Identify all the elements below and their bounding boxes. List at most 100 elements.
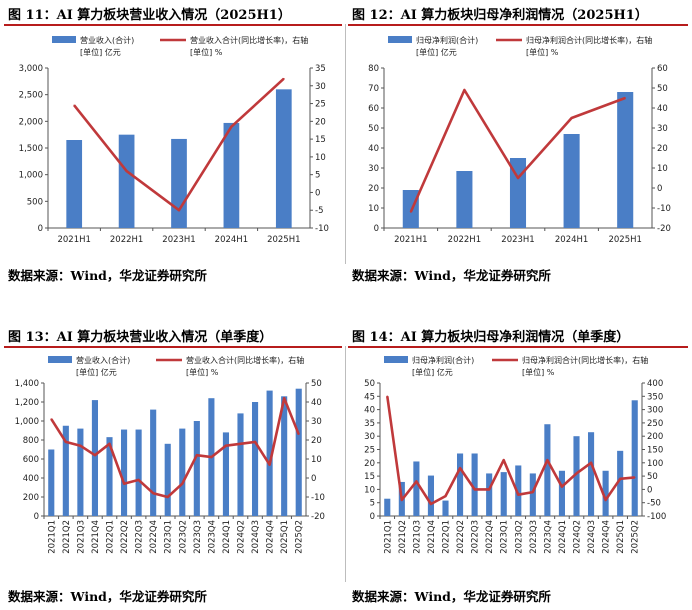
x-tick-label: 2022Q4 bbox=[485, 520, 495, 554]
x-tick-label: 2022Q4 bbox=[149, 520, 159, 554]
bar bbox=[237, 413, 244, 516]
panel-title-bar: 图 13：AI 算力板块营业收入情况（单季度） bbox=[4, 324, 342, 348]
y-right-tick-label: -100 bbox=[647, 512, 666, 522]
x-tick-label: 2025Q1 bbox=[616, 520, 626, 554]
y-right-tick-label: 5 bbox=[315, 171, 320, 181]
bar bbox=[602, 470, 609, 516]
y-left-tick-label: 200 bbox=[23, 493, 39, 503]
panel-revenue-h1: 图 11：AI 算力板块营业收入情况（2025H1） 营业收入(合计) [单位] … bbox=[4, 2, 342, 292]
y-left-tick-label: 0 bbox=[38, 224, 43, 234]
y-right-tick-label: 50 bbox=[311, 379, 322, 389]
y-right-tick-label: 10 bbox=[657, 164, 668, 174]
y-left-tick-label: 20 bbox=[364, 459, 375, 469]
line-point bbox=[575, 472, 578, 475]
x-tick-label: 2021Q3 bbox=[76, 520, 86, 554]
legend-line-label: 营业收入合计(同比增长率)，右轴 bbox=[186, 355, 304, 365]
y-right-tick-label: 10 bbox=[315, 153, 326, 163]
bar bbox=[66, 140, 83, 228]
y-left-tick-label: 40 bbox=[368, 144, 379, 154]
y-right-tick-label: 10 bbox=[311, 455, 322, 465]
line-point bbox=[570, 117, 573, 119]
legend-bar-swatch bbox=[388, 36, 412, 43]
chart-legend: 归母净利润(合计) [单位] 亿元 归母净利润合计(同比增长率)，右轴 [单位] % bbox=[388, 35, 652, 57]
y-left-tick-label: 0 bbox=[374, 224, 379, 234]
y-right-tick-label: 60 bbox=[657, 64, 668, 74]
x-tick-label: 2024Q3 bbox=[587, 520, 597, 554]
chart-profit-quarterly: 归母净利润(合计) [单位] 亿元 归母净利润合计(同比增长率)，右轴 [单位] % 0… bbox=[364, 355, 666, 554]
line-point bbox=[137, 479, 140, 481]
line-point bbox=[166, 496, 169, 498]
y-left-tick-label: 40 bbox=[364, 406, 375, 416]
y-left-tick-label: 60 bbox=[368, 104, 379, 114]
x-tick-label: 2023Q1 bbox=[500, 520, 510, 554]
line-point bbox=[123, 482, 125, 485]
source-note: 数据来源：Wind，华龙证券研究所 bbox=[352, 589, 551, 604]
x-tick-label: 2021H1 bbox=[394, 235, 427, 245]
growth-line bbox=[386, 396, 635, 506]
y-right-tick-label: 150 bbox=[647, 446, 663, 456]
y-right-tick-label: -20 bbox=[657, 224, 671, 234]
bar bbox=[118, 134, 135, 228]
x-tick-label: 2022Q1 bbox=[106, 520, 116, 554]
line-point bbox=[65, 441, 67, 443]
y-right-tick-label: 20 bbox=[315, 117, 326, 127]
x-tick-label: 2021Q1 bbox=[47, 520, 57, 554]
y-left-tick-label: 10 bbox=[364, 485, 375, 495]
y-left-tick-label: 15 bbox=[364, 472, 375, 482]
y-left-tick-label: 1,000 bbox=[19, 171, 43, 181]
x-tick-label: 2023H1 bbox=[162, 235, 195, 245]
y-right-tick-label: 300 bbox=[647, 406, 663, 416]
bar bbox=[266, 390, 273, 516]
bar bbox=[544, 424, 551, 516]
x-tick-label: 2023Q1 bbox=[164, 520, 174, 554]
bar bbox=[135, 429, 142, 516]
y-right-tick-label: 0 bbox=[647, 485, 652, 495]
chart-profit-h1: 归母净利润(合计) [单位] 亿元 归母净利润合计(同比增长率)，右轴 [单位] % 0… bbox=[368, 35, 671, 245]
line-point bbox=[532, 491, 534, 493]
legend-bar-label: 营业收入(合计) bbox=[76, 355, 130, 365]
y-right-tick-label: 250 bbox=[647, 419, 663, 429]
y-left-tick-label: 50 bbox=[368, 124, 379, 134]
x-tick-label: 2025Q2 bbox=[295, 520, 305, 554]
bar bbox=[164, 443, 171, 516]
bar bbox=[295, 388, 302, 516]
line-point bbox=[410, 211, 412, 213]
x-tick-label: 2023Q3 bbox=[193, 520, 203, 554]
line-point bbox=[488, 488, 490, 491]
x-tick-label: 2022Q3 bbox=[135, 520, 145, 554]
x-tick-label: 2021Q4 bbox=[427, 520, 437, 554]
x-tick-label: 2025Q1 bbox=[280, 520, 290, 554]
y-right-tick-label: 25 bbox=[315, 100, 326, 110]
bar bbox=[179, 428, 186, 516]
line-point bbox=[225, 444, 227, 447]
x-tick-label: 2021Q4 bbox=[91, 520, 101, 554]
source-note: 数据来源：Wind，华龙证券研究所 bbox=[8, 589, 207, 604]
x-tick-label: 2024Q1 bbox=[558, 520, 568, 554]
bar bbox=[456, 171, 473, 228]
panel-title-bar: 图 14：AI 算力板块归母净利润情况（单季度） bbox=[348, 324, 688, 348]
line-point bbox=[239, 443, 242, 445]
y-right-tick-label: 200 bbox=[647, 432, 663, 442]
x-tick-label: 2023H1 bbox=[501, 235, 534, 245]
y-right-tick-label: 0 bbox=[315, 188, 320, 198]
bar bbox=[631, 400, 638, 516]
bar bbox=[171, 138, 187, 228]
y-left-tick-label: 5 bbox=[370, 499, 375, 509]
x-tick-label: 2024H1 bbox=[555, 235, 588, 245]
x-tick-label: 2022Q3 bbox=[471, 520, 481, 554]
line-point bbox=[196, 454, 198, 456]
line-point bbox=[283, 77, 285, 80]
bar bbox=[150, 409, 157, 516]
y-left-tick-label: 30 bbox=[368, 164, 379, 174]
y-right-tick-label: 30 bbox=[315, 82, 326, 92]
x-tick-label: 2022H1 bbox=[110, 235, 143, 245]
y-left-tick-label: 70 bbox=[368, 84, 379, 94]
chart-revenue-quarterly: 营业收入(合计) [单位] 亿元 营业收入合计(同比增长率)，右轴 [单位] % 0 20… bbox=[15, 355, 325, 554]
x-tick-label: 2022Q1 bbox=[442, 520, 452, 554]
line-point bbox=[386, 395, 389, 398]
bar bbox=[427, 475, 435, 516]
line-point bbox=[401, 499, 403, 501]
bar bbox=[48, 449, 55, 516]
legend-bar-label: 归母净利润(合计) bbox=[412, 355, 474, 365]
line-point bbox=[473, 488, 476, 491]
